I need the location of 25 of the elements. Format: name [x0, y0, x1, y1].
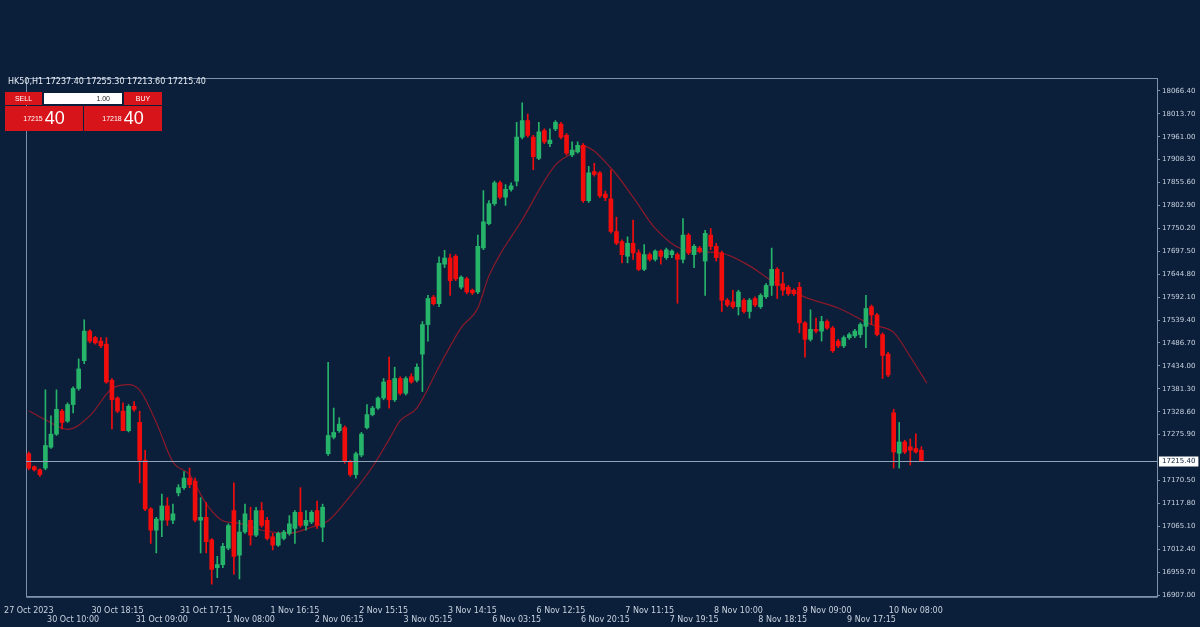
- x-tick-label: 27 Oct 2023: [4, 605, 54, 615]
- annotation: 40: [44, 108, 65, 129]
- x-tick-label: 30 Oct 10:00: [47, 615, 100, 625]
- line-series: [28, 145, 928, 534]
- annotation: 40: [123, 108, 144, 129]
- x-tick-label: 7 Nov 19:15: [669, 615, 719, 625]
- x-tick-label: 7 Nov 11:15: [625, 605, 675, 615]
- x-tick-label: 8 Nov 10:00: [714, 605, 763, 615]
- x-tick-label: 9 Nov 17:15: [847, 615, 896, 625]
- annotation: HK50,H1 17237.40 17255.30 17213.60 17215.40: [8, 77, 206, 86]
- x-tick-label: 3 Nov 05:15: [403, 615, 453, 625]
- x-tick-label: 31 Oct 09:00: [135, 615, 188, 625]
- x-tick-label: 30 Oct 18:15: [91, 605, 144, 615]
- x-tick-label: 8 Nov 18:15: [758, 615, 808, 625]
- x-tick-label: 1 Nov 08:00: [226, 615, 275, 625]
- x-tick-label: 6 Nov 12:15: [536, 605, 586, 615]
- x-tick-label: 2 Nov 15:15: [359, 605, 409, 615]
- x-tick-label: 1 Nov 16:15: [270, 605, 320, 615]
- x-tick-label: 9 Nov 09:00: [802, 605, 852, 615]
- x-tick-label: 10 Nov 08:00: [888, 605, 943, 615]
- x-tick-label: 6 Nov 03:15: [492, 615, 542, 625]
- x-tick-label: 2 Nov 06:15: [314, 615, 364, 625]
- x-tick-label: 6 Nov 20:15: [580, 615, 630, 625]
- x-tick-label: 31 Oct 17:15: [180, 605, 233, 615]
- x-tick-label: 3 Nov 14:15: [447, 605, 497, 615]
